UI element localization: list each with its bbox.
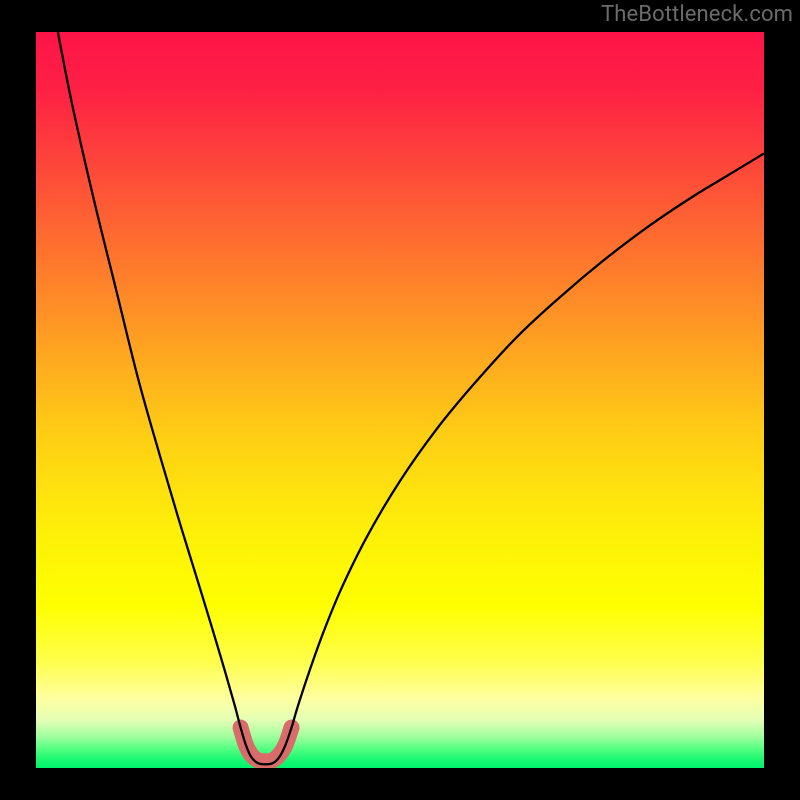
- chart-stage: TheBottleneck.com: [0, 0, 800, 800]
- bottleneck-curve-chart: [0, 0, 800, 800]
- gradient-plot-background: [36, 32, 764, 768]
- watermark-text: TheBottleneck.com: [601, 2, 793, 27]
